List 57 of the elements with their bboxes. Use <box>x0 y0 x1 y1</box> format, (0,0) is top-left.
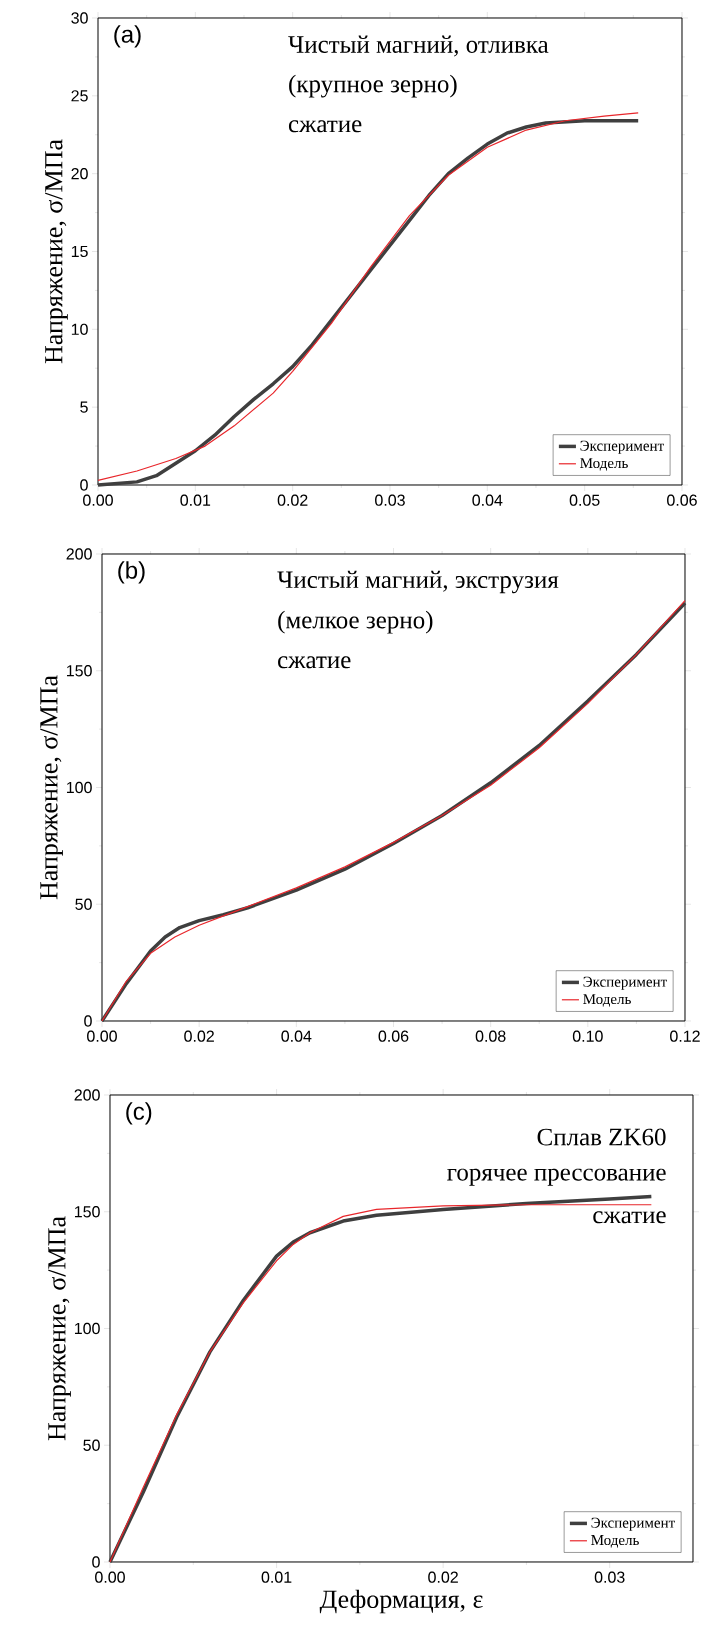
y-tick-label: 0 <box>84 1015 92 1027</box>
x-tick-label: 0.06 <box>667 494 697 506</box>
annotation: сжатие <box>593 1211 666 1224</box>
annotation: Чистый магний, экструзия <box>277 570 559 594</box>
y-tick-label: 50 <box>75 898 92 910</box>
y-tick-label: 50 <box>83 1439 100 1451</box>
y-axis-title: Напряжение, σ/МПа <box>45 139 68 364</box>
y-axis-title: Напряжение, σ/МПа <box>48 1216 71 1441</box>
annotation: (c) <box>126 1102 152 1125</box>
y-tick-label: 15 <box>71 245 88 258</box>
y-tick-label: 0 <box>80 479 88 491</box>
x-tick-label: 0.02 <box>277 494 308 506</box>
x-axis-title: Деформация, ε <box>319 1589 483 1614</box>
x-tick-label: 0.00 <box>83 494 113 506</box>
annotation: Чистый магний, отливка <box>288 35 549 57</box>
y-tick-label: 25 <box>71 90 88 102</box>
x-tick-label: 0.04 <box>472 494 503 506</box>
legend-label: Эксперимент <box>580 440 664 454</box>
x-tick-label: 0.05 <box>569 494 600 506</box>
annotation: сжатие <box>288 120 362 133</box>
legend-label: Модель <box>591 1535 639 1548</box>
y-tick-label: 5 <box>80 401 88 413</box>
annotation: (b) <box>118 561 145 584</box>
y-tick-label: 10 <box>71 323 88 335</box>
annotation: сжатие <box>278 656 351 669</box>
y-tick-label: 150 <box>66 665 92 677</box>
annotation: (a) <box>114 25 141 48</box>
x-tick-label: 0.00 <box>95 1571 125 1583</box>
x-tick-label: 0.06 <box>378 1030 409 1042</box>
x-tick-label: 0.12 <box>670 1030 700 1042</box>
x-tick-label: 0.10 <box>572 1030 603 1042</box>
legend-label: Эксперимент <box>583 976 667 990</box>
annotation: (мелкое зерно) <box>278 610 433 634</box>
x-tick-label: 0.03 <box>594 1571 625 1583</box>
y-tick-label: 0 <box>92 1556 100 1568</box>
x-tick-label: 0.01 <box>261 1571 292 1583</box>
y-tick-label: 200 <box>66 548 92 560</box>
x-tick-label: 0.02 <box>184 1030 214 1042</box>
x-tick-label: 0.01 <box>180 494 211 506</box>
legend-label: Эксперимент <box>591 1517 675 1531</box>
annotation: горячее прессование <box>447 1168 666 1186</box>
y-tick-label: 20 <box>71 168 88 180</box>
legend-label: Модель <box>583 994 631 1007</box>
x-tick-label: 0.08 <box>475 1030 506 1042</box>
annotation: (крупное зерно) <box>289 74 457 98</box>
x-tick-label: 0.00 <box>87 1030 117 1042</box>
y-tick-label: 100 <box>66 781 92 794</box>
y-axis-title: Напряжение, σ/МПа <box>40 675 63 900</box>
annotation: Сплав ZK60 <box>537 1128 666 1146</box>
y-tick-label: 150 <box>74 1206 100 1218</box>
legend-label: Модель <box>580 458 628 471</box>
y-tick-label: 200 <box>74 1089 100 1101</box>
x-tick-label: 0.03 <box>375 494 405 506</box>
x-tick-label: 0.04 <box>281 1030 312 1042</box>
y-tick-label: 100 <box>74 1322 100 1335</box>
y-tick-label: 30 <box>71 12 88 24</box>
x-tick-label: 0.02 <box>428 1571 458 1583</box>
